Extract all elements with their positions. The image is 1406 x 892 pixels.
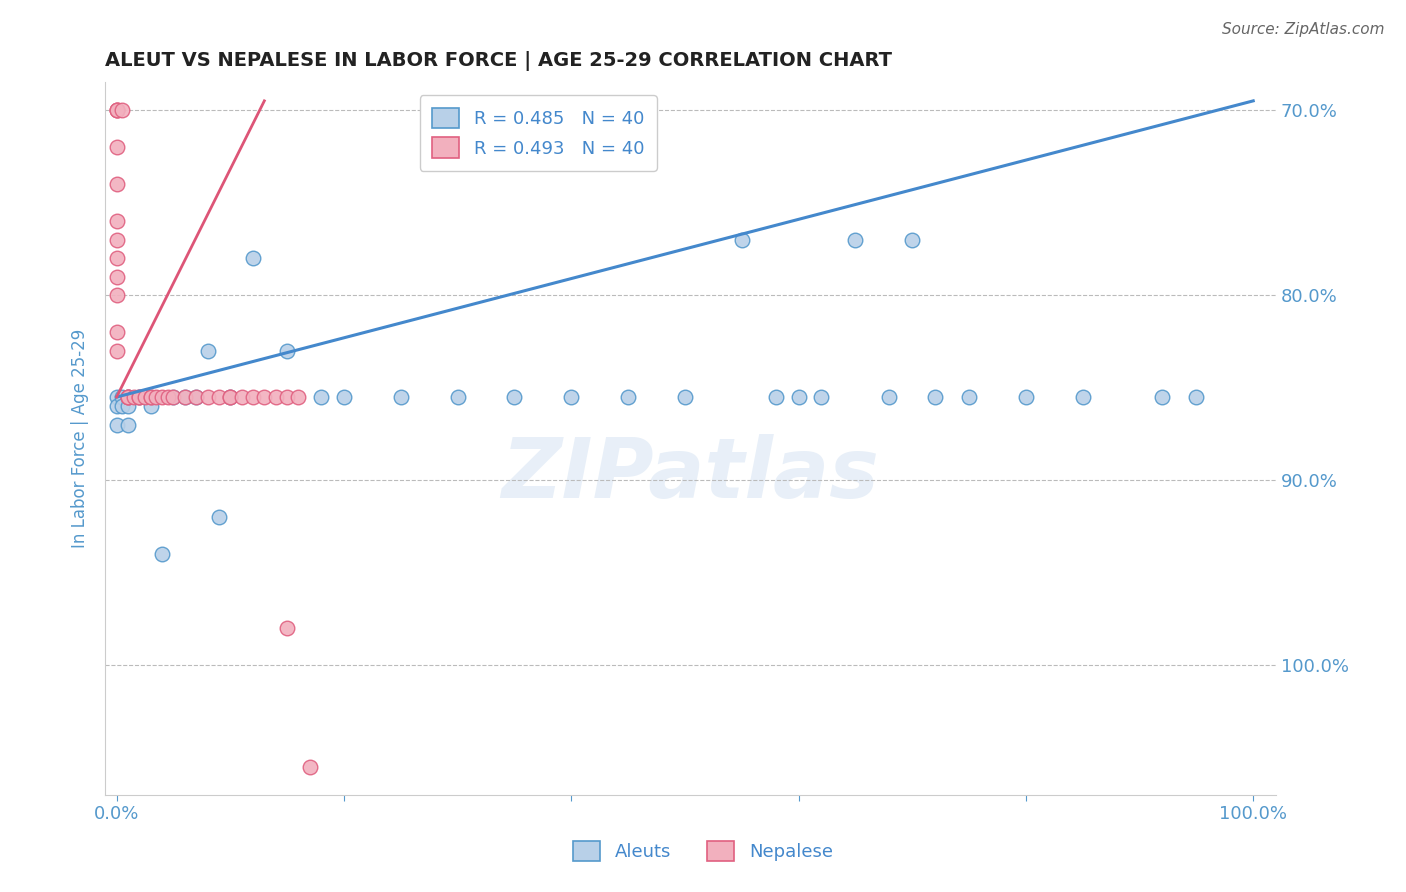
Point <box>503 390 526 404</box>
Point <box>105 343 128 358</box>
Point <box>219 390 242 404</box>
Point <box>765 390 787 404</box>
Point <box>389 390 412 404</box>
Point <box>287 390 309 404</box>
Point <box>560 390 582 404</box>
Point <box>309 390 332 404</box>
Point <box>105 400 128 414</box>
Point <box>105 103 128 117</box>
Point <box>111 390 134 404</box>
Point <box>844 233 866 247</box>
Text: ALEUT VS NEPALESE IN LABOR FORCE | AGE 25-29 CORRELATION CHART: ALEUT VS NEPALESE IN LABOR FORCE | AGE 2… <box>105 51 893 70</box>
Point <box>117 390 139 404</box>
Point <box>134 390 156 404</box>
Point <box>1152 390 1174 404</box>
Point <box>105 233 128 247</box>
Point <box>117 390 139 404</box>
Point <box>787 390 810 404</box>
Text: ZIPatlas: ZIPatlas <box>502 434 880 515</box>
Point <box>139 390 162 404</box>
Point <box>117 390 139 404</box>
Point <box>186 390 208 404</box>
Point <box>128 390 150 404</box>
Point <box>1185 390 1208 404</box>
Point <box>150 548 173 562</box>
Point <box>276 390 298 404</box>
Point <box>957 390 980 404</box>
Point <box>333 390 356 404</box>
Point <box>105 140 128 154</box>
Point <box>197 343 219 358</box>
Point <box>105 417 128 432</box>
Point <box>105 103 128 117</box>
Point <box>253 390 276 404</box>
Y-axis label: In Labor Force | Age 25-29: In Labor Force | Age 25-29 <box>72 329 89 549</box>
Point <box>111 400 134 414</box>
Point <box>117 417 139 432</box>
Point <box>105 103 128 117</box>
Point <box>105 269 128 284</box>
Point <box>162 390 184 404</box>
Point <box>128 390 150 404</box>
Point <box>901 233 924 247</box>
Point <box>673 390 696 404</box>
Point <box>731 233 754 247</box>
Point <box>186 390 208 404</box>
Legend: R = 0.485   N = 40, R = 0.493   N = 40: R = 0.485 N = 40, R = 0.493 N = 40 <box>420 95 657 171</box>
Point <box>446 390 468 404</box>
Point <box>105 214 128 228</box>
Text: Source: ZipAtlas.com: Source: ZipAtlas.com <box>1222 22 1385 37</box>
Legend: Aleuts, Nepalese: Aleuts, Nepalese <box>561 828 845 874</box>
Point <box>173 390 195 404</box>
Point <box>128 390 150 404</box>
Point <box>105 390 128 404</box>
Point <box>242 390 264 404</box>
Point <box>150 390 173 404</box>
Point <box>122 390 145 404</box>
Point <box>231 390 253 404</box>
Point <box>117 400 139 414</box>
Point <box>139 390 162 404</box>
Point <box>105 288 128 302</box>
Point <box>111 103 134 117</box>
Point <box>810 390 832 404</box>
Point <box>139 400 162 414</box>
Point <box>105 325 128 339</box>
Point <box>924 390 946 404</box>
Point <box>276 343 298 358</box>
Point <box>1071 390 1094 404</box>
Point <box>117 390 139 404</box>
Point <box>219 390 242 404</box>
Point <box>879 390 901 404</box>
Point <box>1015 390 1038 404</box>
Point <box>197 390 219 404</box>
Point <box>156 390 179 404</box>
Point <box>208 390 231 404</box>
Point <box>105 251 128 265</box>
Point <box>173 390 195 404</box>
Point <box>276 622 298 636</box>
Point <box>264 390 287 404</box>
Point <box>298 760 321 774</box>
Point <box>162 390 184 404</box>
Point <box>105 177 128 191</box>
Point <box>208 510 231 524</box>
Point <box>219 390 242 404</box>
Point <box>617 390 640 404</box>
Point <box>242 251 264 265</box>
Point <box>145 390 167 404</box>
